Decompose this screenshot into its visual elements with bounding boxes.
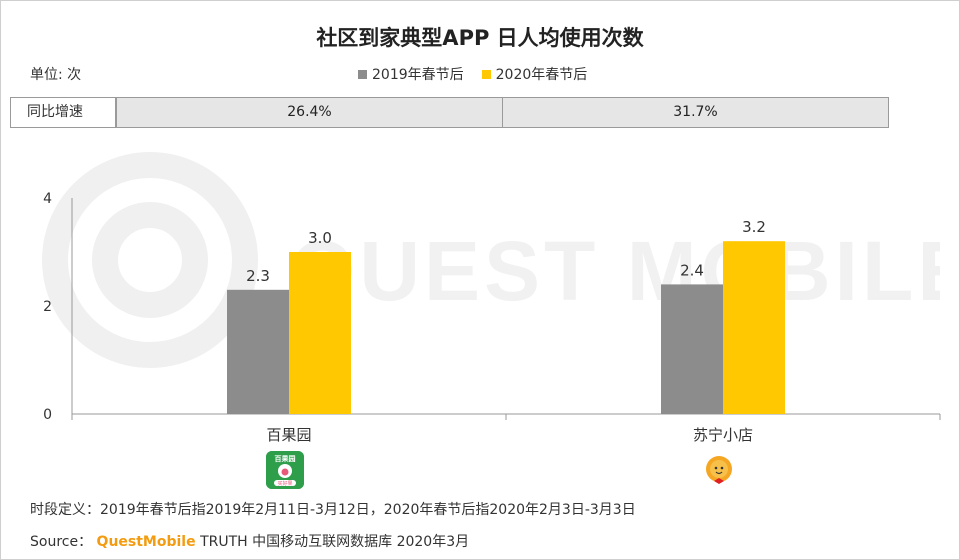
bar-2019 xyxy=(227,289,289,414)
bar-2019 xyxy=(661,284,723,414)
suning-logo-graphic xyxy=(706,456,732,484)
x-category-label: 百果园 xyxy=(266,426,311,444)
bar-data-label: 2.4 xyxy=(680,261,704,279)
source-line: Source： QuestMobile TRUTH 中国移动互联网数据库 202… xyxy=(30,531,469,551)
y-tick-label: 2 xyxy=(43,299,52,315)
legend-item-2020: 2020年春节后 xyxy=(481,64,588,84)
baiguoyuan-logo-graphic: 百果园 买好果 xyxy=(266,451,304,489)
bar-data-label: 3.0 xyxy=(308,229,332,247)
legend: 2019年春节后 2020年春节后 xyxy=(358,64,587,84)
legend-swatch-2020 xyxy=(481,69,491,79)
legend-label-2019: 2019年春节后 xyxy=(372,67,464,83)
bar-data-label: 3.2 xyxy=(742,218,766,236)
chart-title: 社区到家典型APP 日人均使用次数 xyxy=(316,26,644,50)
source-prefix: Source： xyxy=(30,534,93,550)
x-category-label: 苏宁小店 xyxy=(693,426,753,444)
legend-item-2019: 2019年春节后 xyxy=(358,64,464,84)
bar-data-label: 2.3 xyxy=(246,267,270,285)
bar-2020 xyxy=(289,252,351,414)
bar-2020 xyxy=(723,241,785,414)
source-suffix: TRUTH 中国移动互联网数据库 2020年3月 xyxy=(200,534,470,550)
baiguoyuan-logo-text-bottom: 买好果 xyxy=(277,480,292,487)
baiguoyuan-logo-text-top: 百果园 xyxy=(275,454,296,463)
suning-lion-icon xyxy=(703,454,735,486)
legend-label-2020: 2020年春节后 xyxy=(495,67,588,83)
unit-label: 单位: 次 xyxy=(30,67,82,83)
y-tick-label: 0 xyxy=(43,407,52,423)
footnote: 时段定义：2019年春节后指2019年2月11日-3月12日，2020年春节后指… xyxy=(30,502,636,518)
growth-row-label: 同比增速 xyxy=(10,97,116,128)
y-tick-label: 4 xyxy=(43,191,52,207)
growth-cell-baiguoyuan: 26.4% xyxy=(116,97,503,128)
baiguoyuan-app-icon: 百果园 买好果 xyxy=(266,451,304,489)
source-brand: QuestMobile xyxy=(96,534,196,550)
legend-swatch-2019 xyxy=(358,69,367,79)
growth-cell-suning: 31.7% xyxy=(502,97,889,128)
